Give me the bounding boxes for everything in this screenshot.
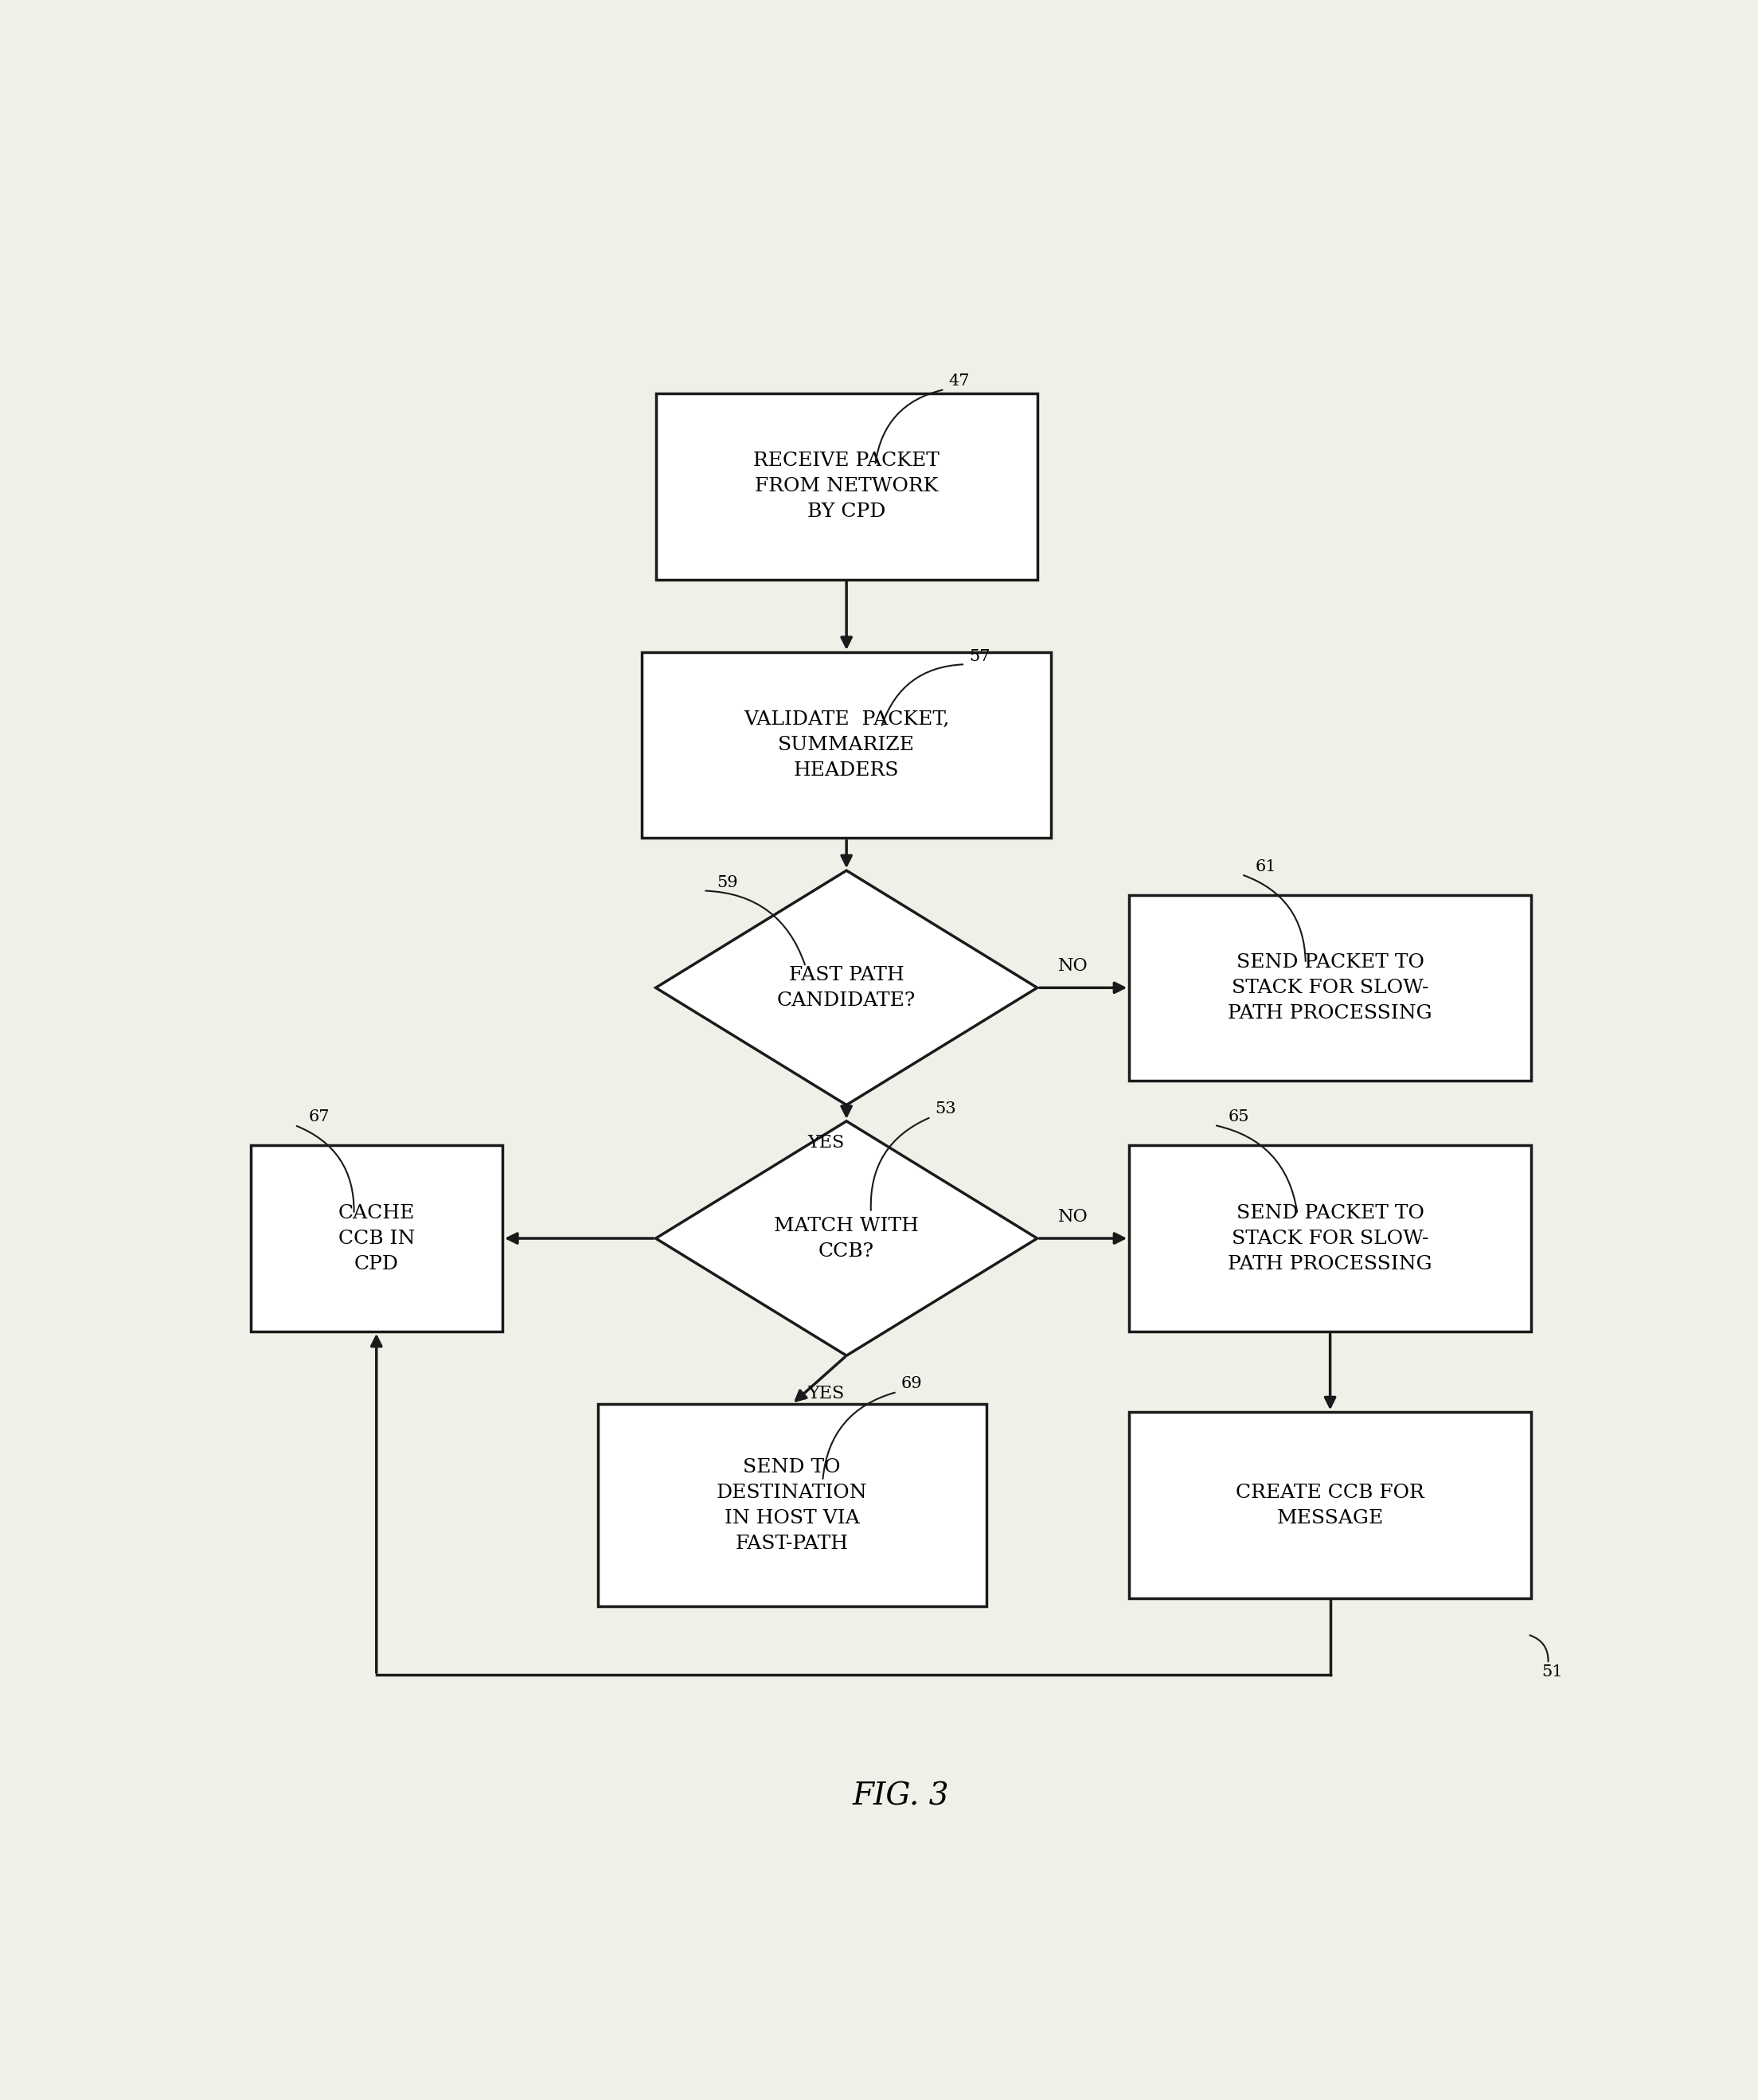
Polygon shape (656, 872, 1037, 1105)
Text: NO: NO (1058, 1208, 1088, 1226)
Text: VALIDATE  PACKET,
SUMMARIZE
HEADERS: VALIDATE PACKET, SUMMARIZE HEADERS (744, 710, 949, 779)
FancyBboxPatch shape (1129, 1145, 1531, 1331)
Text: YES: YES (807, 1384, 844, 1403)
FancyBboxPatch shape (1129, 895, 1531, 1082)
Text: 67: 67 (308, 1109, 329, 1126)
Text: 57: 57 (969, 649, 990, 664)
Text: YES: YES (807, 1134, 844, 1151)
Text: 61: 61 (1255, 859, 1276, 874)
Text: CACHE
CCB IN
CPD: CACHE CCB IN CPD (338, 1203, 415, 1273)
Text: 51: 51 (1542, 1663, 1563, 1680)
FancyBboxPatch shape (656, 393, 1037, 580)
FancyBboxPatch shape (250, 1145, 503, 1331)
Text: 65: 65 (1227, 1109, 1250, 1126)
Polygon shape (656, 1121, 1037, 1357)
Text: 69: 69 (900, 1376, 923, 1392)
Text: 59: 59 (717, 876, 738, 890)
Text: FAST PATH
CANDIDATE?: FAST PATH CANDIDATE? (777, 966, 916, 1010)
Text: MATCH WITH
CCB?: MATCH WITH CCB? (774, 1216, 919, 1260)
Text: CREATE CCB FOR
MESSAGE: CREATE CCB FOR MESSAGE (1236, 1483, 1424, 1527)
Text: SEND PACKET TO
STACK FOR SLOW-
PATH PROCESSING: SEND PACKET TO STACK FOR SLOW- PATH PROC… (1229, 953, 1433, 1023)
Text: RECEIVE PACKET
FROM NETWORK
BY CPD: RECEIVE PACKET FROM NETWORK BY CPD (754, 452, 939, 521)
Text: NO: NO (1058, 958, 1088, 974)
FancyBboxPatch shape (1129, 1411, 1531, 1598)
Text: 47: 47 (949, 374, 970, 388)
Text: 53: 53 (935, 1100, 956, 1117)
FancyBboxPatch shape (598, 1405, 986, 1606)
Text: FIG. 3: FIG. 3 (853, 1781, 949, 1810)
Text: SEND PACKET TO
STACK FOR SLOW-
PATH PROCESSING: SEND PACKET TO STACK FOR SLOW- PATH PROC… (1229, 1203, 1433, 1273)
Text: SEND TO
DESTINATION
IN HOST VIA
FAST-PATH: SEND TO DESTINATION IN HOST VIA FAST-PAT… (717, 1457, 867, 1552)
FancyBboxPatch shape (642, 653, 1051, 838)
